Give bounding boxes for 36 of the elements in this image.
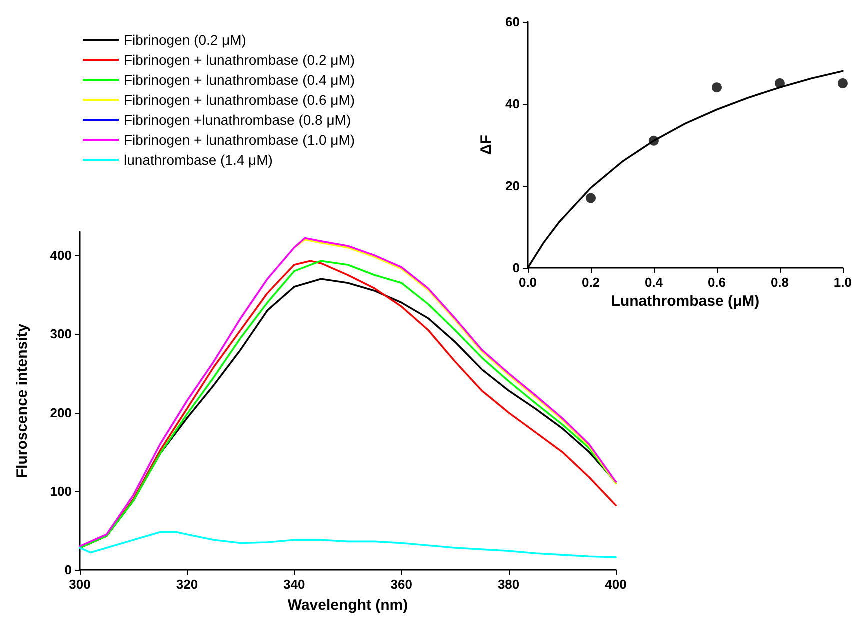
legend-label: lunathrombase (1.4 μM) — [124, 152, 273, 168]
y-tick-label: 40 — [506, 96, 520, 112]
point — [586, 193, 596, 204]
legend-label: Fibrinogen + lunathrombase (0.4 μM) — [124, 72, 356, 88]
y-tick-label: 0 — [64, 562, 72, 578]
y-tick-label: 300 — [50, 326, 72, 342]
x-tick-label: 380 — [498, 577, 520, 592]
x-tick-label: 0.6 — [708, 275, 726, 290]
y-tick-label: 100 — [50, 484, 72, 499]
x-tick-label: 0.2 — [582, 275, 600, 290]
legend-label: Fibrinogen + lunathrombase (0.6 μM) — [124, 92, 356, 108]
x-tick-label: 0.0 — [518, 275, 538, 290]
legend-label: Fibrinogen (0.2 μM) — [124, 32, 246, 48]
y-tick-label: 60 — [506, 14, 520, 30]
point — [712, 82, 722, 93]
y-tick-label: 20 — [506, 178, 520, 194]
x-tick-label: 1.0 — [834, 275, 852, 290]
x-axis-title: Wavelenght (nm) — [288, 597, 408, 614]
x-tick-label: 0.8 — [770, 275, 790, 290]
y-axis-title: Fluroscence intensity — [14, 323, 31, 478]
x-tick-label: 360 — [390, 577, 412, 592]
x-tick-label: 400 — [605, 577, 627, 592]
x-tick-label: 0.4 — [644, 275, 664, 290]
legend-label: Fibrinogen +lunathrombase (0.8 μM) — [124, 112, 352, 128]
x-tick-label: 320 — [176, 577, 198, 592]
point — [838, 78, 848, 88]
legend-label: Fibrinogen + lunathrombase (1.0 μM) — [124, 132, 356, 148]
line-series — [79, 531, 617, 558]
x-tick-label: 300 — [69, 577, 91, 592]
y-tick-label: 400 — [50, 248, 72, 264]
y-axis-title: ΔF — [478, 135, 495, 155]
y-tick-label: 0 — [512, 260, 520, 276]
x-tick-label: 340 — [284, 577, 306, 592]
x-axis-title: Lunathrombase (μM) — [611, 292, 760, 310]
y-tick-label: 200 — [50, 405, 72, 420]
legend-label: Fibrinogen + lunathrombase (0.2 μM) — [124, 52, 356, 68]
